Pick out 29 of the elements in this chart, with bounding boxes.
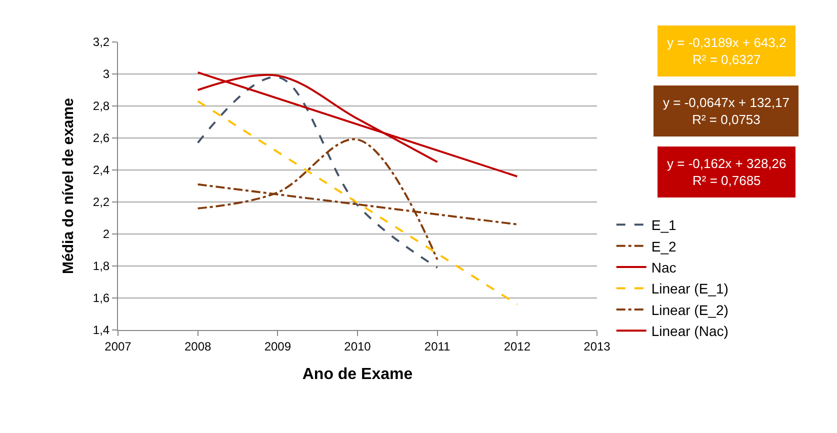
y-tick-label: 1,8 (92, 259, 110, 274)
y-tick-label: 1,6 (92, 291, 110, 306)
x-tick-label: 2013 (584, 339, 611, 354)
y-axis-title: Média do nível de exame (60, 98, 78, 274)
x-axis-title: Ano de Exame (302, 366, 413, 384)
text: y = -0,162x + 328,26 R² = 0,7685 (667, 156, 786, 188)
legend-label: Nac (651, 260, 676, 276)
legend-label: Linear (E_1) (651, 280, 728, 297)
x-tick-label: 2008 (184, 339, 212, 354)
y-tick-label: 2,2 (92, 195, 110, 210)
x-tick-label: 2012 (504, 339, 531, 354)
x-tick-label: 2011 (424, 339, 451, 354)
line-series (196, 76, 438, 269)
x-tick-label: 2010 (344, 339, 372, 354)
y-tick-label: 3 (102, 67, 110, 82)
x-tick-label: 2007 (104, 339, 132, 354)
y-tick-label: 2,6 (92, 131, 110, 146)
text: y = -0,0647x + 132,17 R² = 0,0753 (663, 95, 790, 127)
legend-label: E_2 (651, 238, 676, 254)
legend-label: E_1 (651, 217, 676, 234)
legend-label: Linear (Nac) (651, 323, 728, 340)
text: y = -0,3189x + 643,2 R² = 0,6327 (667, 35, 786, 67)
x-tick-label: 2009 (264, 339, 292, 354)
y-tick-label: 2 (102, 227, 110, 242)
y-tick-label: 2,8 (92, 99, 110, 114)
y-tick-label: 1,4 (92, 323, 110, 338)
y-tick-label: 3,2 (92, 35, 110, 50)
y-tick-label: 2,4 (92, 163, 110, 178)
legend-label: Linear (E_2) (651, 302, 728, 318)
